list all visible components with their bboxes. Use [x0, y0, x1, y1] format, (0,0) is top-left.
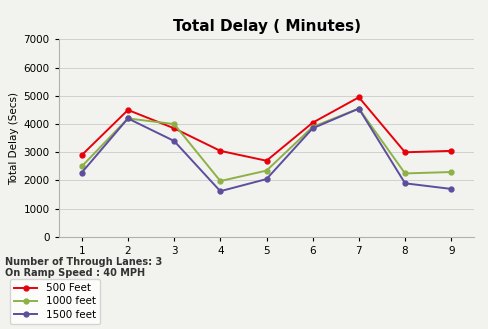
1500 feet [171, 139, 177, 143]
Line: 1000 feet: 1000 feet [79, 106, 453, 184]
1000 feet [263, 169, 269, 173]
1000 feet [217, 179, 223, 183]
1500 feet [401, 181, 407, 185]
Line: 500 Feet: 500 Feet [79, 95, 453, 163]
1500 feet [263, 177, 269, 181]
Legend: 500 Feet, 1000 feet, 1500 feet: 500 Feet, 1000 feet, 1500 feet [10, 279, 100, 324]
500 Feet [125, 108, 131, 112]
500 Feet [447, 149, 453, 153]
1500 feet [447, 187, 453, 191]
500 Feet [263, 159, 269, 163]
1000 feet [355, 107, 361, 111]
1000 feet [79, 164, 84, 168]
500 Feet [401, 150, 407, 154]
1500 feet [355, 107, 361, 111]
Y-axis label: Total Delay (Secs): Total Delay (Secs) [9, 92, 20, 185]
500 Feet [355, 95, 361, 99]
1500 feet [79, 171, 84, 175]
1000 feet [125, 116, 131, 120]
500 Feet [309, 121, 315, 125]
1500 feet [125, 116, 131, 120]
1500 feet [217, 189, 223, 193]
Text: Number of Through Lanes: 3
On Ramp Speed : 40 MPH: Number of Through Lanes: 3 On Ramp Speed… [5, 257, 162, 278]
Title: Total Delay ( Minutes): Total Delay ( Minutes) [172, 19, 360, 34]
500 Feet [79, 153, 84, 157]
500 Feet [217, 149, 223, 153]
1000 feet [171, 122, 177, 126]
1000 feet [401, 171, 407, 175]
1500 feet [309, 126, 315, 130]
1000 feet [447, 170, 453, 174]
Line: 1500 feet: 1500 feet [79, 106, 453, 194]
500 Feet [171, 126, 177, 130]
1000 feet [309, 125, 315, 129]
